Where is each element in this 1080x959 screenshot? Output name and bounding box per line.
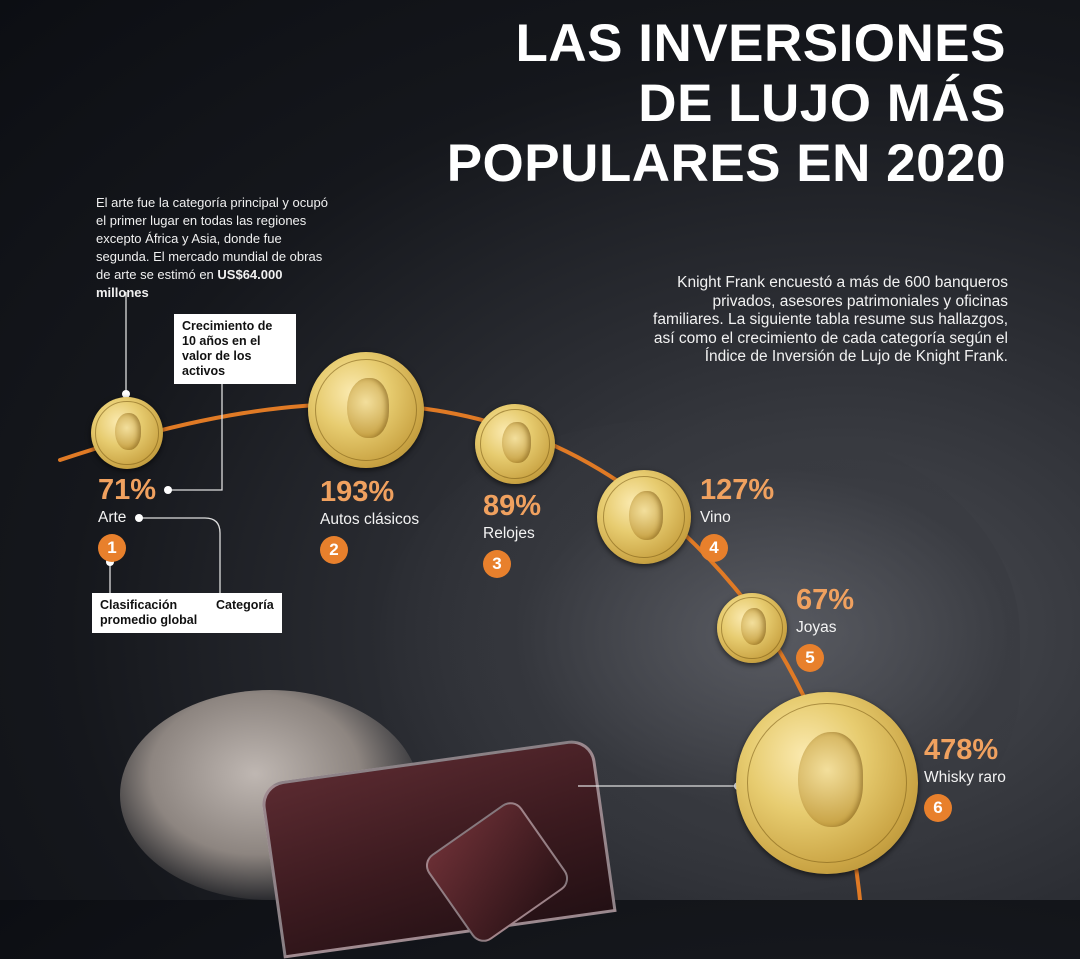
category-label-autos-clasicos: Autos clásicos	[320, 511, 420, 528]
category-label-relojes: Relojes	[483, 525, 535, 542]
item-relojes: 89% Relojes 3	[483, 490, 541, 578]
art-note-text: El arte fue la categoría principal y ocu…	[96, 195, 328, 282]
coin-vino	[597, 470, 691, 564]
value-label-joyas: 67%	[796, 584, 855, 616]
rank-badge-joyas: 5	[796, 644, 824, 672]
coin-arte	[91, 397, 163, 469]
item-vino: 127% Vino 4	[700, 474, 774, 562]
value-label-whisky-raro: 478%	[924, 734, 999, 766]
category-label-whisky-raro: Whisky raro	[924, 769, 1006, 786]
rank-badge-relojes: 3	[483, 550, 511, 578]
page-title: LAS INVERSIONES DE LUJO MÁS POPULARES EN…	[447, 14, 1006, 194]
item-joyas: 67% Joyas 5	[796, 584, 854, 672]
title-line-1: LAS INVERSIONES	[515, 14, 1006, 73]
value-label-autos-clasicos: 193%	[320, 476, 395, 508]
value-label-relojes: 89%	[483, 490, 542, 522]
legend-growth-box: Crecimiento de 10 años en el valor de lo…	[174, 314, 296, 384]
coin-whisky-raro	[736, 692, 918, 874]
coin-joyas	[717, 593, 787, 663]
legend-rank-box: Clasificación promedio global	[92, 593, 210, 633]
item-arte: 71% Arte 1	[98, 474, 156, 562]
art-note-bold: US$64.000 millones	[96, 267, 283, 300]
title-line-3: POPULARES EN 2020	[446, 134, 1006, 193]
rank-badge-whisky-raro: 6	[924, 794, 952, 822]
rank-badge-arte: 1	[98, 534, 126, 562]
item-autos-clasicos: 193% Autos clásicos 2	[320, 476, 419, 564]
title-line-2: DE LUJO MÁS	[638, 74, 1006, 133]
art-note: El arte fue la categoría principal y ocu…	[96, 194, 336, 302]
rank-badge-vino: 4	[700, 534, 728, 562]
leader-growth-dot	[164, 486, 172, 494]
leader-art-note-dot	[122, 390, 130, 398]
leader-category-dot	[135, 514, 143, 522]
item-whisky-raro: 478% Whisky raro 6	[924, 734, 1006, 822]
category-label-joyas: Joyas	[796, 619, 837, 636]
coin-autos-clasicos	[308, 352, 424, 468]
leader-category	[139, 517, 221, 593]
coin-relojes	[475, 404, 555, 484]
leader-growth	[170, 371, 223, 491]
category-label-vino: Vino	[700, 509, 731, 526]
rank-badge-autos-clasicos: 2	[320, 536, 348, 564]
intro-paragraph: Knight Frank encuestó a más de 600 banqu…	[653, 274, 1008, 365]
category-label-arte: Arte	[98, 509, 127, 526]
legend-category-box: Categoría	[208, 593, 282, 633]
value-label-arte: 71%	[98, 474, 157, 506]
value-label-vino: 127%	[700, 474, 775, 506]
